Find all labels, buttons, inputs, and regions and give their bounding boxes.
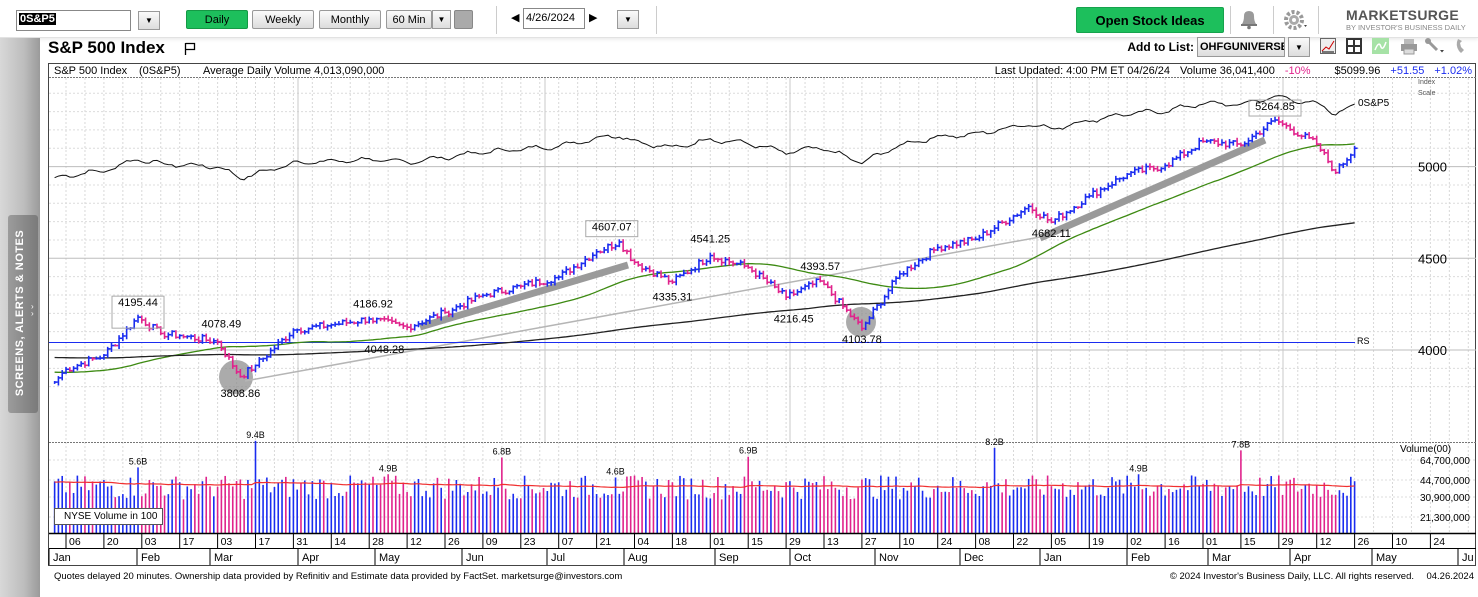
divider [656,6,657,34]
chart-header-volume-change: -10% [1284,65,1311,77]
chart-header-price: $5099.96 [1334,65,1381,77]
period-monthly-button[interactable]: Monthly [319,10,381,29]
period-60min-button[interactable]: 60 Min [386,10,432,29]
volume-legend: NYSE Volume in 100 [54,508,163,525]
date-dropdown-button[interactable]: ▼ [617,10,639,29]
layout-grid-icon[interactable] [1346,38,1362,54]
chart-header-volume: Volume 36,041,400 [1180,65,1275,77]
chart-panel[interactable] [48,63,1476,566]
settings-gear-icon[interactable] [1283,8,1311,32]
chart-header-symbol: (0S&P5) [139,65,181,77]
expand-chevron-icon[interactable]: › › [31,302,34,318]
divider [496,6,497,34]
chart-header-change: +51.55 [1390,65,1425,77]
logo-subtitle: BY INVESTOR'S BUSINESS DAILY [1346,23,1466,32]
open-stock-ideas-button[interactable]: Open Stock Ideas [1076,7,1224,33]
footer-disclaimer: Quotes delayed 20 minutes. Ownership dat… [54,571,623,582]
color-swatch-button[interactable] [454,10,473,29]
chart-header-name: S&P 500 Index [54,65,128,77]
prev-date-arrow-icon[interactable]: ◀ [511,12,520,24]
divider [1273,6,1274,34]
add-to-list-select[interactable]: OHFGUNIVERSE [1197,37,1285,57]
screens-alerts-notes-tab[interactable]: SCREENS, ALERTS & NOTES › › [8,215,38,413]
symbol-dropdown-button[interactable]: ▼ [138,11,160,30]
symbol-input[interactable]: 0S&P5 [16,10,131,31]
marketsurge-logo: MARKETSURGE BY INVESTOR'S BUSINESS DAILY [1346,7,1466,32]
phone-icon[interactable] [1454,37,1470,58]
divider [1318,6,1319,34]
sidebar-tab-label: SCREENS, ALERTS & NOTES [14,229,26,397]
date-input[interactable]: 4/26/2024 [523,8,585,29]
top-toolbar: 0S&P5 ▼ Daily Weekly Monthly 60 Min ▼ ◀ … [0,0,1478,38]
chart-header-change-pct: +1.02% [1434,65,1472,77]
footer-date: 04.26.2024 [1426,571,1474,582]
print-icon[interactable] [1400,38,1418,58]
chart-header-last-updated: Last Updated: 4:00 PM ET 04/26/24 [994,65,1171,77]
tools-wrench-icon[interactable] [1424,37,1446,58]
alerts-bell-icon[interactable] [1238,8,1260,30]
chart-header-quote: Last Updated: 4:00 PM ET 04/26/24 Volume… [995,65,1472,77]
period-weekly-button[interactable]: Weekly [252,10,314,29]
add-to-list-dropdown[interactable]: ▼ [1288,37,1310,57]
compare-chart-icon[interactable] [1372,38,1389,54]
period-daily-button[interactable]: Daily [186,10,248,29]
footer-copyright: © 2024 Investor's Business Daily, LLC. A… [1169,571,1414,582]
chart-type-icon[interactable] [1320,38,1336,54]
next-date-arrow-icon[interactable]: ▶ [589,12,598,24]
divider [1230,6,1231,34]
chart-header-avg-volume: Average Daily Volume 4,013,090,000 [203,65,385,77]
add-to-list-label: Add to List: [1127,40,1194,54]
page-title: S&P 500 Index [48,38,165,57]
symbol-value: 0S&P5 [19,13,56,25]
flag-icon[interactable] [184,42,196,59]
intraday-dropdown-button[interactable]: ▼ [432,10,451,29]
